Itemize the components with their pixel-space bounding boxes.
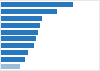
Bar — [1, 30, 38, 35]
Bar — [1, 9, 57, 14]
Bar — [1, 50, 28, 55]
Bar — [1, 2, 72, 7]
Bar — [1, 64, 20, 69]
Bar — [1, 36, 36, 41]
Bar — [1, 16, 42, 21]
Bar — [1, 57, 24, 62]
Bar — [1, 23, 40, 28]
Bar — [1, 43, 34, 48]
